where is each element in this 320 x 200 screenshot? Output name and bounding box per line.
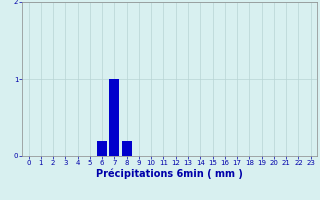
Bar: [122, 141, 132, 156]
X-axis label: Précipitations 6min ( mm ): Précipitations 6min ( mm ): [96, 169, 243, 179]
Bar: [109, 79, 119, 156]
Bar: [97, 141, 107, 156]
